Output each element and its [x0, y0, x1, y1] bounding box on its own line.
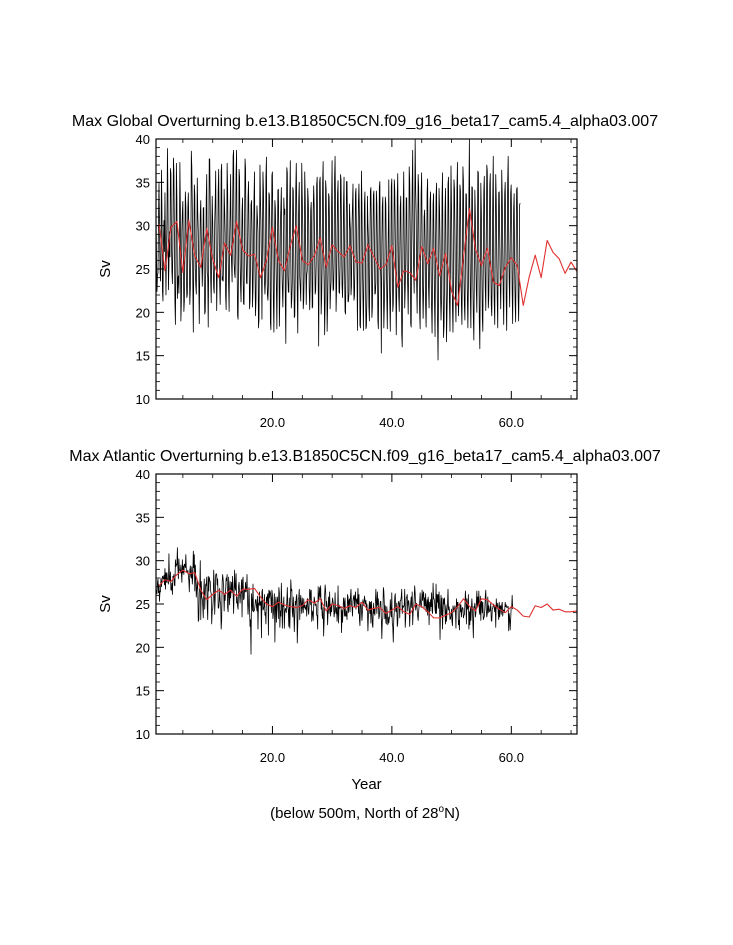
y-tick-label-atlantic: 20 — [136, 640, 150, 655]
series-line-annual-mean-atlantic — [158, 569, 578, 619]
y-tick-label-atlantic: 15 — [136, 684, 150, 699]
panel-atlantic-overturning: Max Atlantic Overturning b.e13.B1850C5CN… — [69, 448, 661, 793]
y-tick-label-global: 40 — [136, 132, 150, 147]
panel-global-overturning: Max Global Overturning b.e13.B1850C5CN.f… — [72, 113, 658, 430]
y-tick-label-global: 25 — [136, 262, 150, 277]
y-axis-label-atlantic: Sv — [97, 595, 114, 613]
y-tick-label-global: 20 — [136, 305, 150, 320]
y-tick-label-atlantic: 35 — [136, 510, 150, 525]
y-tick-label-global: 10 — [136, 392, 150, 407]
x-tick-label-atlantic: 60.0 — [499, 750, 524, 765]
x-tick-label-atlantic: 20.0 — [260, 750, 285, 765]
y-tick-label-atlantic: 10 — [136, 727, 150, 742]
caption-prefix: (below 500m, North of 28 — [270, 805, 438, 822]
series-line-annual-mean-global — [158, 207, 578, 306]
x-tick-label-global: 40.0 — [379, 415, 404, 430]
caption-superscript: o — [439, 804, 445, 815]
caption-suffix: N) — [444, 805, 460, 822]
plot-area-global: 10 15 20 25 30 35 40 20.0 40.0 60.0 Sv — [97, 132, 578, 430]
y-tick-label-atlantic: 30 — [136, 554, 150, 569]
plot-area-atlantic: 10 15 20 25 30 35 40 20.0 40.0 60.0 Sv Year — [97, 467, 578, 793]
y-tick-label-atlantic: 40 — [136, 467, 150, 482]
y-tick-label-global: 35 — [136, 175, 150, 190]
x-tick-label-atlantic: 40.0 — [379, 750, 404, 765]
x-tick-label-global: 60.0 — [499, 415, 524, 430]
y-tick-label-global: 30 — [136, 219, 150, 234]
y-axis-label-global: Sv — [97, 260, 114, 278]
x-axis-label-atlantic: Year — [351, 776, 381, 793]
series-line-monthly-global — [155, 138, 521, 361]
chart-title-global: Max Global Overturning b.e13.B1850C5CN.f… — [72, 113, 658, 130]
figure-caption: (below 500m, North of 28oN) — [270, 804, 460, 822]
series-line-monthly-atlantic — [155, 547, 514, 655]
x-tick-label-global: 20.0 — [260, 415, 285, 430]
y-tick-label-atlantic: 25 — [136, 597, 150, 612]
y-tick-label-global: 15 — [136, 349, 150, 364]
chart-title-atlantic: Max Atlantic Overturning b.e13.B1850C5CN… — [69, 448, 661, 465]
